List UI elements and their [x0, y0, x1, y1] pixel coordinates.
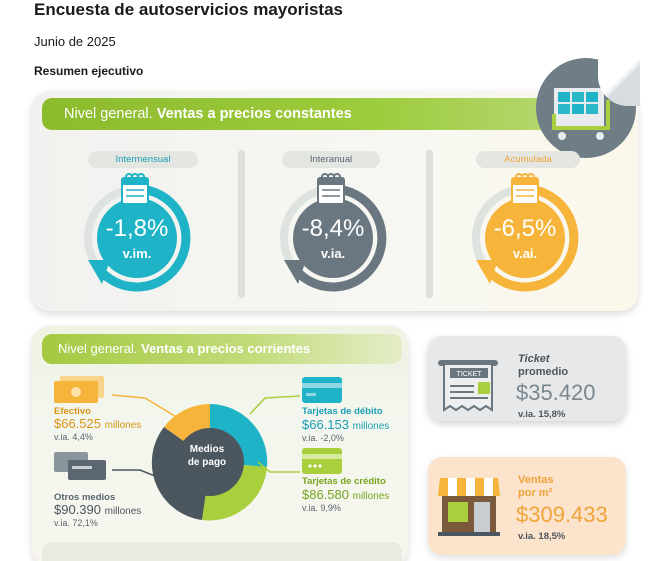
gauge-unit: v.ai. — [512, 246, 538, 261]
debit-amount-value: $66.153 — [302, 417, 349, 432]
gauge-acumulada: -6,5% v.ai. — [470, 180, 580, 295]
payment-donut — [151, 404, 268, 521]
constant-prices-banner: Nivel general. Ventas a precios constant… — [42, 98, 586, 130]
donut-center-line-1: Medios — [189, 444, 225, 455]
debit-via: v.ia. -2,0% — [302, 433, 344, 443]
sales-m2-title: Ventas — [518, 474, 554, 486]
shopping-cart-icon — [552, 88, 610, 140]
donut-center-line-2: de pago — [187, 457, 227, 468]
other-label: Otros medios — [54, 492, 116, 503]
donut-center-label: Medios de pago — [172, 443, 242, 469]
pill-acumulada: Acumulada — [476, 151, 580, 168]
report-title: Encuesta de autoservicios mayoristas — [34, 0, 343, 19]
ticket-subtitle: promedio — [518, 366, 569, 378]
pill-label: Interanual — [309, 154, 353, 165]
gauge-interanual: -8,4% v.ia. — [278, 180, 388, 295]
gauge-ring — [280, 184, 387, 292]
sales-m2-via: v.ia. 18,5% — [518, 531, 566, 542]
checks-icon — [54, 452, 106, 480]
banner-prefix: Nivel general. — [64, 106, 153, 122]
sales-m2-value: $309.433 — [516, 502, 608, 527]
cash-amount-unit: millones — [104, 420, 142, 431]
report-date: Junio de 2025 — [34, 34, 116, 49]
credit-via: v.ia. 9,9% — [302, 503, 341, 513]
credit-card-icon — [302, 448, 342, 474]
cash-via: v.ia. 4,4% — [54, 432, 93, 442]
debit-card-icon — [302, 377, 342, 403]
gauge-value: -1,8% — [105, 215, 169, 242]
gauge-unit: v.ia. — [320, 246, 346, 261]
store-icon — [438, 478, 500, 536]
other-amount-unit: millones — [104, 506, 142, 517]
gauge-value: -8,4% — [301, 215, 365, 242]
credit-amount-unit: millones — [352, 491, 390, 502]
other-via: v.ia. 72,1% — [54, 518, 98, 528]
gauge-value: -6,5% — [493, 215, 557, 242]
calendar-icon — [121, 173, 149, 205]
gauge-intermensual: -1,8% v.im. — [82, 180, 192, 295]
banner-prefix: Nivel general. — [58, 341, 138, 356]
gauge-unit: v.im. — [122, 246, 152, 261]
cash-amount: $66.525 millones — [54, 416, 141, 431]
divider-1 — [238, 150, 245, 298]
cash-icon — [54, 376, 104, 403]
banner-bold: Ventas a precios corrientes — [141, 341, 311, 356]
next-section-strip — [42, 542, 402, 561]
sales-m2-subtitle: por m² — [518, 487, 553, 499]
cash-label: Efectivo — [54, 406, 91, 417]
calendar-icon — [511, 173, 539, 205]
pill-interanual: Interanual — [282, 151, 380, 168]
credit-amount-value: $86.580 — [302, 487, 349, 502]
other-amount: $90.390 millones — [54, 502, 141, 517]
pill-intermensual: Intermensual — [88, 151, 198, 168]
debit-amount: $66.153 millones — [302, 417, 389, 432]
ticket-via: v.ia. 15,8% — [518, 409, 566, 420]
ticket-title-italic: Ticket — [518, 353, 550, 365]
section-heading: Resumen ejecutivo — [34, 64, 144, 78]
gauge-ring — [84, 184, 191, 292]
ticket-icon: TICKET — [438, 360, 498, 412]
ticket-title: Ticket — [518, 353, 550, 365]
donut-slice-credit — [202, 464, 267, 521]
donut-slice-debit — [210, 404, 268, 467]
current-prices-banner: Nivel general. Ventas a precios corrient… — [42, 334, 402, 364]
cash-amount-value: $66.525 — [54, 416, 101, 431]
calendar-icon — [317, 173, 345, 205]
ticket-icon-text: TICKET — [457, 371, 483, 378]
other-amount-value: $90.390 — [54, 502, 101, 517]
credit-label: Tarjetas de crédito — [302, 476, 386, 487]
divider-2 — [426, 150, 433, 298]
banner-bold: Ventas a precios constantes — [156, 106, 352, 122]
debit-label: Tarjetas de débito — [302, 406, 383, 417]
ticket-value: $35.420 — [516, 380, 596, 405]
debit-amount-unit: millones — [352, 421, 390, 432]
pill-label: Acumulada — [504, 154, 552, 165]
gauge-ring — [472, 184, 579, 292]
pill-label: Intermensual — [115, 154, 171, 165]
credit-amount: $86.580 millones — [302, 487, 389, 502]
